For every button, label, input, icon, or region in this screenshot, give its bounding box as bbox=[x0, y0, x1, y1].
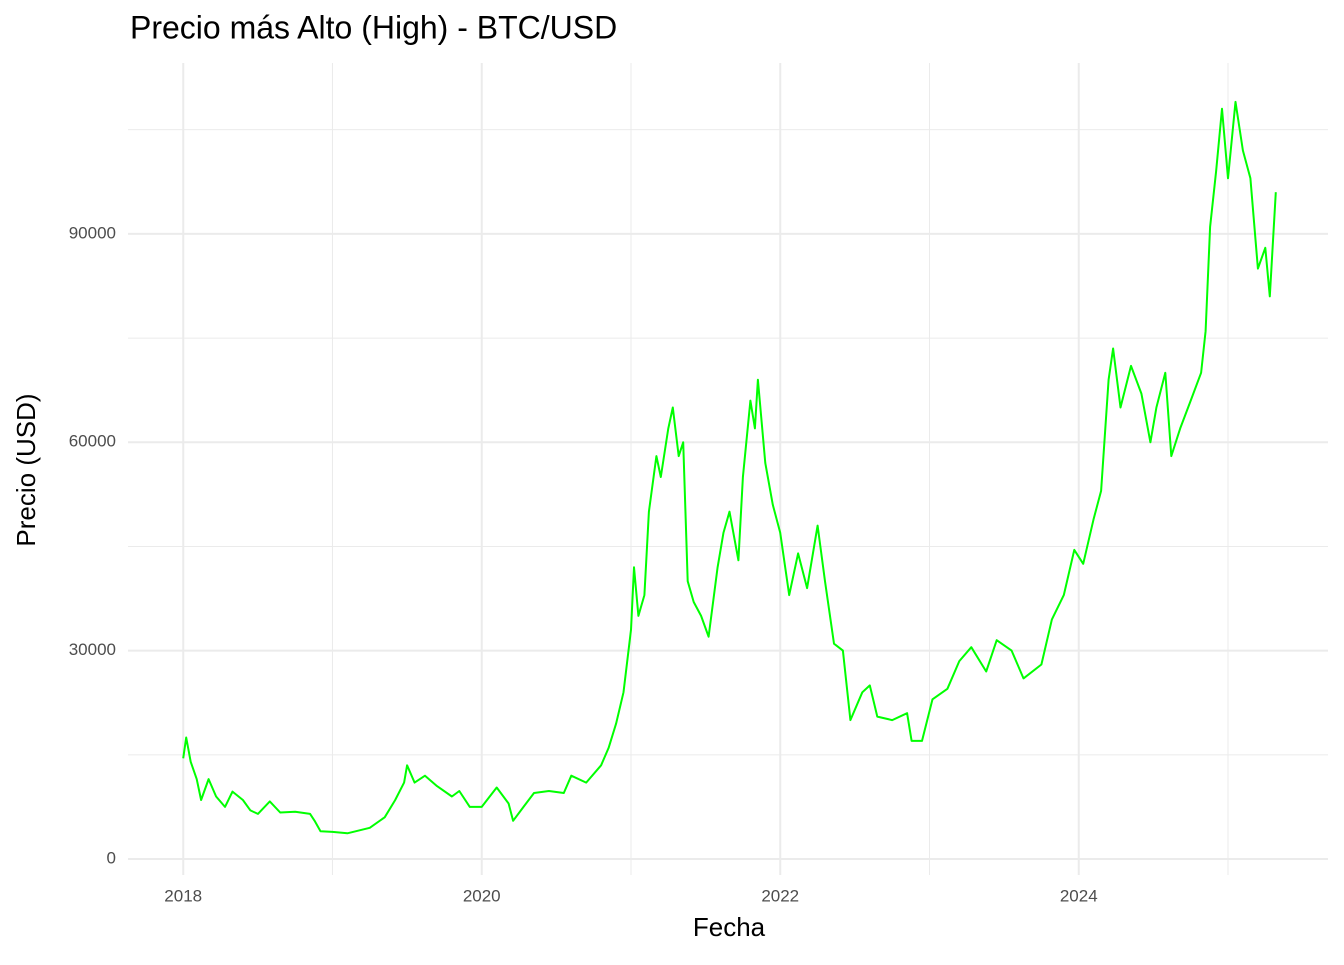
y-tick-label: 90000 bbox=[69, 223, 116, 242]
y-axis-label: Precio (USD) bbox=[11, 393, 41, 546]
chart-title: Precio más Alto (High) - BTC/USD bbox=[130, 9, 617, 45]
x-tick-label: 2022 bbox=[761, 886, 799, 905]
x-tick-label: 2020 bbox=[463, 886, 501, 905]
x-tick-label: 2024 bbox=[1060, 886, 1098, 905]
x-axis-label: Fecha bbox=[693, 912, 766, 942]
y-tick-label: 30000 bbox=[69, 640, 116, 659]
x-tick-label: 2018 bbox=[164, 886, 202, 905]
y-tick-label: 0 bbox=[107, 849, 116, 868]
y-tick-label: 60000 bbox=[69, 432, 116, 451]
data-line bbox=[182, 100, 1277, 835]
